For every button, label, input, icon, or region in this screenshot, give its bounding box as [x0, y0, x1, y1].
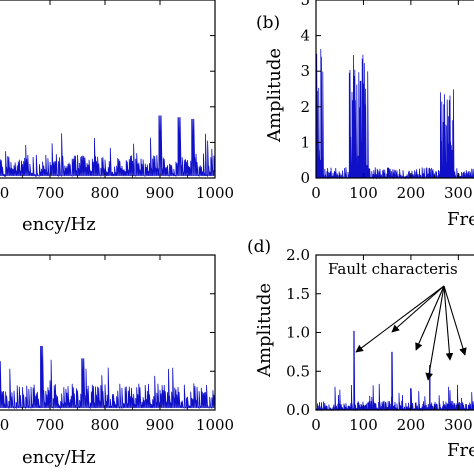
x-tick-label: 1000 [196, 416, 234, 434]
panel-label-b: (b) [256, 13, 280, 33]
y-tick-label: 1.0 [286, 324, 310, 342]
y-axis-label-d: Amplitude [254, 283, 275, 378]
y-tick-label: 0.0 [286, 401, 310, 419]
x-axis-label-c: ency/Hz [22, 447, 96, 468]
annotation-arrow [443, 285, 467, 356]
y-tick-label: 3 [300, 62, 310, 80]
series-line-b [315, 48, 474, 180]
x-tick-label: 0 [311, 416, 321, 434]
x-tick-label: 600 [0, 416, 9, 434]
x-tick-label: 800 [91, 184, 120, 202]
x-tick-label: 600 [0, 184, 9, 202]
x-tick-label: 200 [397, 416, 426, 434]
x-tick-label: 900 [146, 416, 175, 434]
annotation-arrow [355, 285, 445, 353]
y-axis-label-b: Amplitude [264, 48, 285, 143]
y-tick-label: 5 [300, 0, 310, 9]
x-tick-label: 900 [146, 184, 175, 202]
plot-frame-b [315, 0, 474, 179]
x-tick-label: 100 [349, 184, 378, 202]
y-tick-label: 0.5 [286, 362, 310, 380]
x-tick-label: 300 [444, 184, 473, 202]
annotation-arrow [415, 285, 445, 351]
panel-label-d: (d) [247, 237, 271, 257]
x-tick-label: 1000 [196, 184, 234, 202]
x-axis-label-a: ency/Hz [22, 214, 96, 235]
plot-frame-c [0, 254, 216, 411]
x-tick-label: 0 [311, 184, 321, 202]
series-line-c [0, 345, 216, 410]
x-tick-label: 700 [36, 184, 65, 202]
x-axis-label-b: Fre [447, 209, 474, 230]
annotation-arrow [425, 285, 445, 381]
y-tick-label: 2.0 [286, 246, 310, 264]
y-tick-label: 4 [300, 27, 310, 45]
x-tick-label: 200 [397, 184, 426, 202]
y-tick-label: 2 [300, 98, 310, 116]
annotation-text-d: Fault characteris [328, 260, 458, 278]
annotation-arrow [391, 285, 445, 333]
x-tick-label: 100 [349, 416, 378, 434]
x-axis-label-d: Fre [447, 440, 474, 461]
x-tick-label: 700 [36, 416, 65, 434]
y-tick-label: 1 [300, 133, 310, 151]
y-tick-label: 0 [300, 169, 310, 187]
series-line-a [0, 115, 216, 178]
plot-frame-d [315, 254, 474, 411]
plot-frame-a [0, 0, 216, 179]
series-line-d [315, 330, 474, 412]
y-tick-label: 1.5 [286, 285, 310, 303]
x-tick-label: 300 [444, 416, 473, 434]
annotation-arrow [443, 285, 454, 361]
x-tick-label: 800 [91, 416, 120, 434]
